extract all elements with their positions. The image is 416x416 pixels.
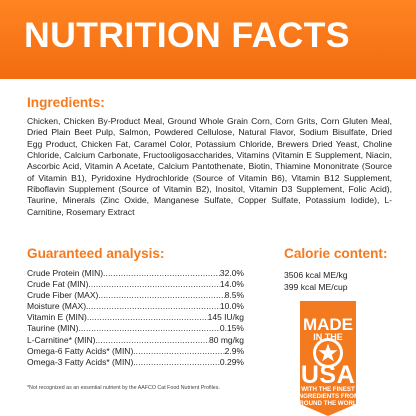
analysis-value: 80 mg/kg: [209, 334, 244, 345]
analysis-row: L-Carnitine* (MIN). 80 mg/kg: [27, 335, 244, 346]
calorie-per-kg: 3506 kcal ME/kg: [284, 270, 348, 280]
analysis-row: Crude Protein (MIN). 32.0%: [27, 268, 244, 279]
analysis-label: Omega-6 Fatty Acids* (MIN).: [27, 345, 136, 356]
analysis-label: Crude Fiber (MAX).: [27, 290, 101, 301]
analysis-value: 2.9%: [224, 345, 244, 356]
ingredients-text: Chicken, Chicken By-Product Meal, Ground…: [27, 116, 392, 217]
analysis-value: 10.0%: [219, 301, 244, 312]
badge-tagline-1: WITH THE FINEST: [301, 386, 355, 393]
analysis-label: Taurine (MIN).: [27, 323, 81, 334]
analysis-label: Crude Protein (MIN).: [27, 268, 106, 278]
badge-made: MADE: [302, 315, 354, 334]
badge-in-the: IN THE: [313, 332, 343, 342]
badge-shape: [300, 301, 356, 416]
ingredients-heading: Ingredients:: [27, 95, 105, 110]
analysis-label: Crude Fat (MIN).: [27, 279, 91, 290]
analysis-heading: Guaranteed analysis:: [27, 246, 165, 261]
page-title: NUTRITION FACTS: [24, 16, 350, 55]
analysis-label: Vitamin E (MIN).: [27, 312, 90, 323]
analysis-row: Crude Fat (MIN). 14.0%: [27, 279, 244, 290]
analysis-value: 14.0%: [219, 279, 244, 290]
analysis-row: Vitamin E (MIN). 145 IU/kg: [27, 312, 244, 323]
analysis-label: Moisture (MAX).: [27, 301, 89, 312]
badge-tagline-2: INGREDIENTS FROM: [296, 393, 360, 400]
footnote: *Not recognized as an essential nutrient…: [27, 385, 220, 391]
analysis-value: 0.15%: [219, 323, 244, 334]
analysis-label: L-Carnitine* (MIN).: [27, 334, 98, 345]
calorie-heading: Calorie content:: [284, 246, 388, 261]
calorie-per-cup: 399 kcal ME/cup: [284, 282, 348, 292]
badge-tagline-3: AROUND THE WORLD: [294, 400, 362, 407]
analysis-value: 145 IU/kg: [207, 312, 244, 323]
analysis-row: Omega-3 Fatty Acids* (MIN). 0.29%: [27, 357, 244, 368]
analysis-row: Taurine (MIN). 0.15%: [27, 323, 244, 334]
analysis-label: Omega-3 Fatty Acids* (MIN).: [27, 356, 136, 367]
analysis-list: Crude Protein (MIN). 32.0% Crude Fat (MIN…: [27, 268, 244, 368]
analysis-row: Omega-6 Fatty Acids* (MIN). 2.9%: [27, 346, 244, 357]
analysis-value: 32.0%: [219, 268, 244, 278]
star-icon: [318, 343, 338, 362]
analysis-value: 8.5%: [224, 290, 244, 301]
header-banner: NUTRITION FACTS: [0, 0, 416, 79]
analysis-row: Crude Fiber (MAX). 8.5%: [27, 290, 244, 301]
analysis-row: Moisture (MAX). 10.0%: [27, 301, 244, 312]
badge-usa: USA: [300, 361, 356, 389]
made-in-usa-badge: MADE IN THE USA WITH THE FINEST INGREDIE…: [280, 301, 376, 416]
analysis-value: 0.29%: [219, 356, 244, 367]
